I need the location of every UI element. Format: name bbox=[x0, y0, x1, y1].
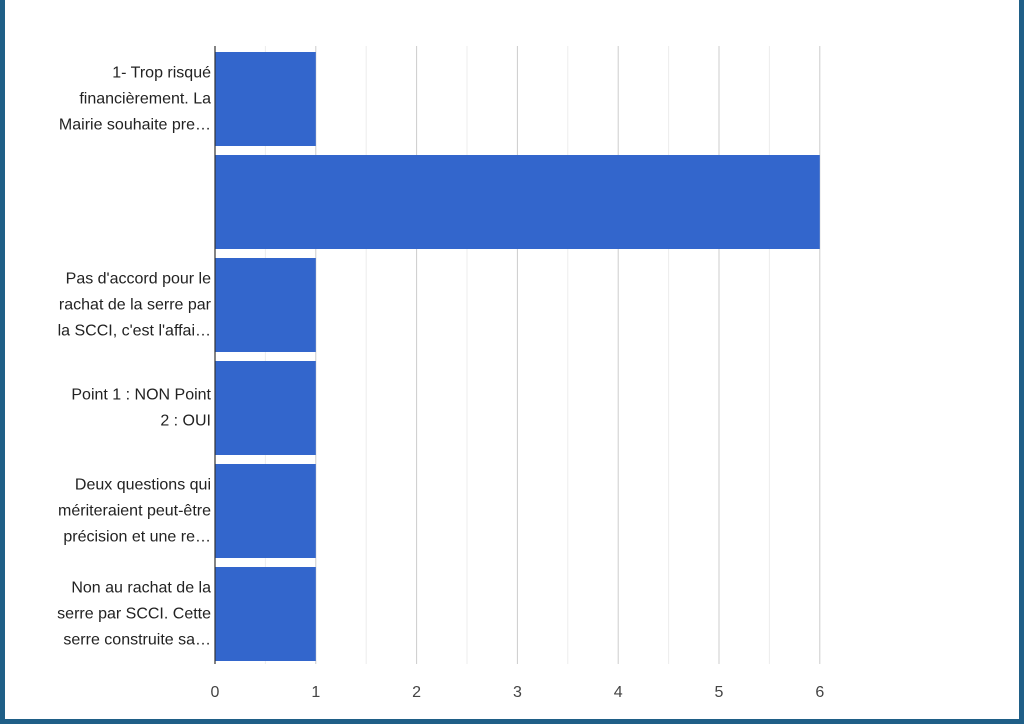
category-label: Point 1 : NON Point bbox=[71, 387, 211, 404]
bar bbox=[215, 258, 316, 352]
bar bbox=[215, 155, 820, 249]
x-tick-label: 1 bbox=[311, 684, 320, 701]
category-label: Non au rachat de la bbox=[71, 580, 211, 597]
x-tick-label: 2 bbox=[412, 684, 421, 701]
category-label: précision et une re… bbox=[63, 529, 211, 546]
category-label: serre par SCCI. Cette bbox=[57, 606, 211, 623]
category-label: la SCCI, c'est l'affai… bbox=[58, 323, 211, 340]
category-label: rachat de la serre par bbox=[59, 297, 212, 314]
x-tick-label: 3 bbox=[513, 684, 522, 701]
x-tick-label: 4 bbox=[614, 684, 623, 701]
category-label: mériteraient peut-être bbox=[58, 503, 211, 520]
x-tick-label: 0 bbox=[211, 684, 220, 701]
x-tick-label: 6 bbox=[815, 684, 824, 701]
bar bbox=[215, 52, 316, 146]
category-label: Pas d'accord pour le bbox=[66, 271, 211, 288]
category-label: financièrement. La bbox=[79, 91, 211, 108]
category-label: Deux questions qui bbox=[75, 477, 211, 494]
x-tick-label: 5 bbox=[715, 684, 724, 701]
bar bbox=[215, 464, 316, 558]
category-label: 1- Trop risqué bbox=[112, 65, 211, 82]
category-label: serre construite sa… bbox=[63, 632, 211, 649]
category-label: Mairie souhaite pre… bbox=[59, 117, 211, 134]
bar bbox=[215, 361, 316, 455]
category-label: 2 : OUI bbox=[160, 413, 211, 430]
bar bbox=[215, 567, 316, 661]
bar-chart: 1- Trop risqué financièrement. La Mairie s… bbox=[57, 46, 824, 701]
